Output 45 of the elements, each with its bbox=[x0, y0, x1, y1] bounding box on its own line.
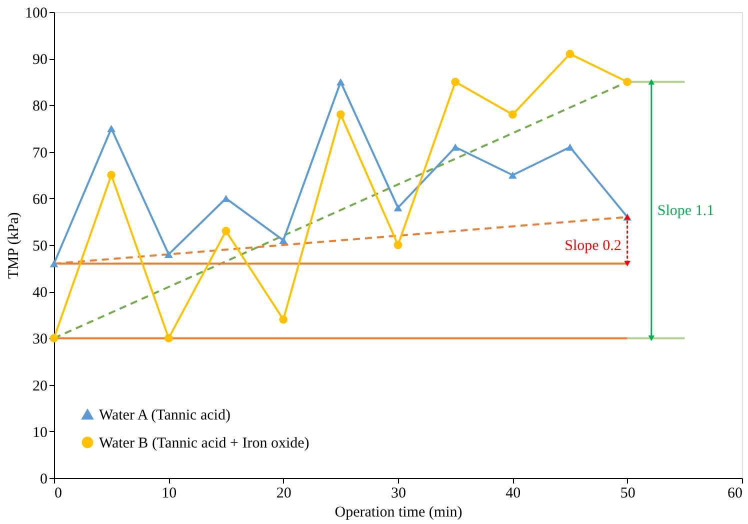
x-tick-label: 0 bbox=[54, 486, 62, 502]
x-axis-title: Operation time (min) bbox=[334, 504, 462, 520]
point bbox=[566, 50, 574, 58]
point bbox=[164, 334, 173, 342]
y-tick-label: 50 bbox=[32, 238, 48, 254]
point bbox=[451, 78, 460, 86]
point bbox=[279, 236, 288, 244]
y-tick-label: 90 bbox=[32, 52, 48, 68]
y-tick-label: 100 bbox=[25, 6, 48, 22]
x-tick-label: 50 bbox=[620, 486, 636, 502]
point bbox=[279, 315, 288, 324]
y-axis-title: TMP (kPa) bbox=[6, 212, 22, 279]
y-tick-label: 10 bbox=[32, 424, 48, 441]
point bbox=[50, 334, 58, 342]
x-tick-label: 60 bbox=[728, 486, 742, 502]
point bbox=[394, 204, 402, 212]
y-tick-label: 20 bbox=[32, 378, 48, 394]
annotation: Slope 1.1 bbox=[657, 203, 714, 220]
y-tick-label: 30 bbox=[32, 332, 48, 348]
x-tick-label: 10 bbox=[162, 486, 177, 502]
point bbox=[50, 260, 58, 268]
legend-label: Water B (Tannic acid + Iron oxide) bbox=[99, 436, 310, 452]
legend-label: Water A (Tannic acid) bbox=[99, 408, 230, 424]
point bbox=[623, 78, 632, 86]
point bbox=[336, 110, 345, 119]
y-tick-label: 60 bbox=[32, 192, 48, 208]
point bbox=[107, 124, 116, 132]
y-tick-label: 0 bbox=[40, 472, 48, 488]
point bbox=[566, 144, 574, 151]
point bbox=[164, 250, 173, 258]
y-tick-label: 40 bbox=[32, 285, 48, 302]
point bbox=[107, 170, 116, 180]
y-tick-label: 80 bbox=[32, 98, 48, 115]
x-tick-label: 30 bbox=[391, 486, 406, 502]
annotation: Slope 0.2 bbox=[564, 238, 622, 254]
point bbox=[508, 171, 517, 179]
y-tick-label: 70 bbox=[32, 145, 48, 162]
point bbox=[222, 226, 230, 236]
point bbox=[451, 144, 460, 151]
point bbox=[336, 78, 345, 86]
x-tick-label: 20 bbox=[276, 486, 292, 502]
x-tick-label: 40 bbox=[506, 486, 521, 502]
point bbox=[508, 110, 517, 119]
point bbox=[222, 194, 230, 202]
point bbox=[394, 240, 402, 250]
